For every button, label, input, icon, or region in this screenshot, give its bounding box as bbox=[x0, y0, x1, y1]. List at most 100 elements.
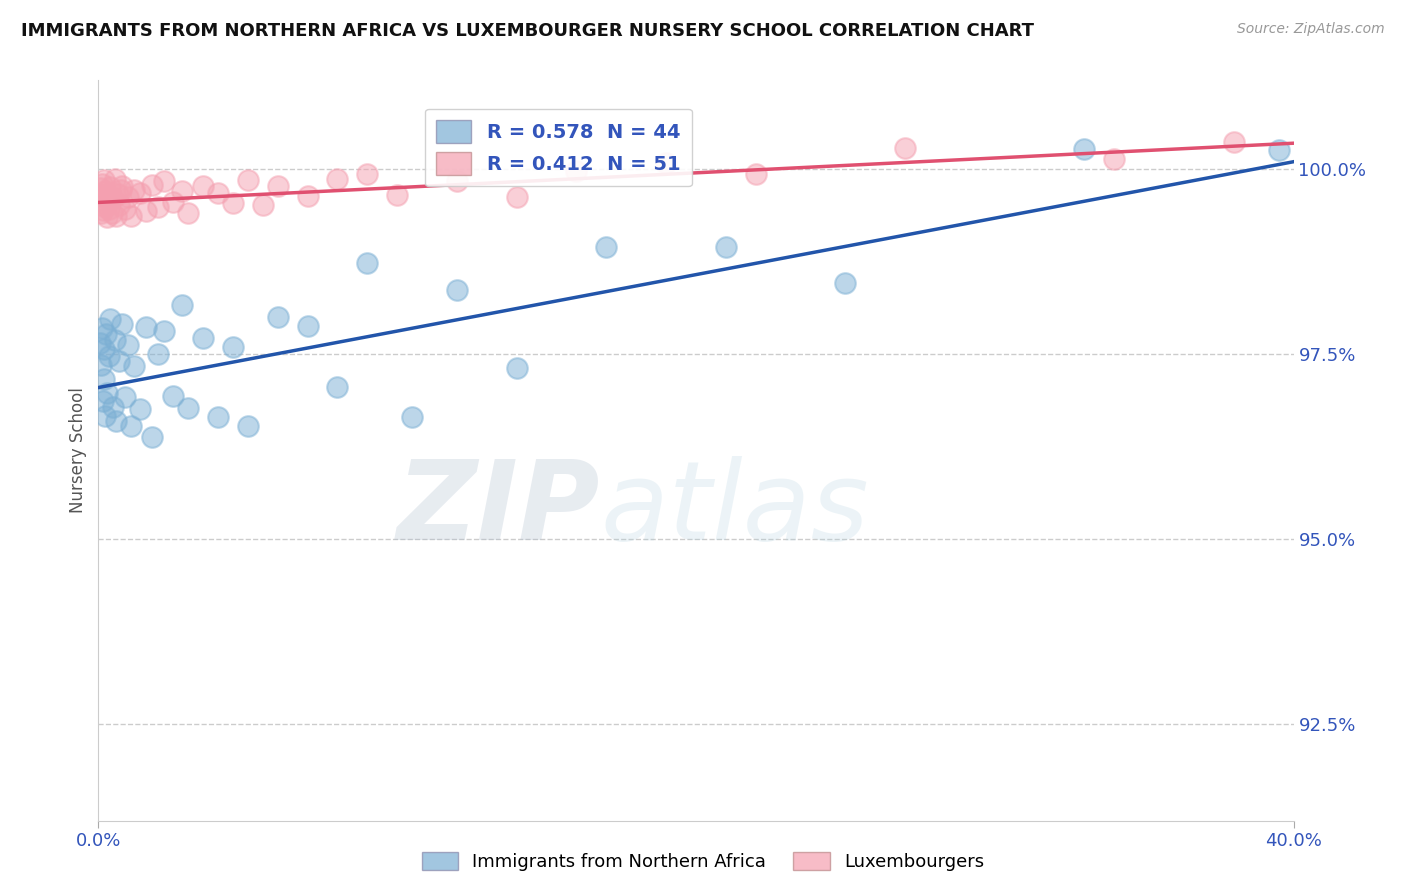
Point bbox=[1073, 143, 1095, 157]
Point bbox=[356, 167, 378, 181]
Point bbox=[117, 190, 139, 204]
Legend: Immigrants from Northern Africa, Luxembourgers: Immigrants from Northern Africa, Luxembo… bbox=[415, 845, 991, 879]
Point bbox=[120, 418, 142, 433]
Point bbox=[103, 400, 125, 414]
Point bbox=[894, 141, 917, 155]
Point bbox=[446, 283, 468, 297]
Point bbox=[1104, 153, 1126, 167]
Point bbox=[506, 189, 529, 203]
Point bbox=[105, 210, 128, 224]
Point bbox=[93, 173, 115, 187]
Point bbox=[1223, 136, 1246, 150]
Point bbox=[97, 349, 120, 363]
Point bbox=[110, 183, 132, 197]
Point bbox=[745, 167, 768, 181]
Point bbox=[356, 255, 378, 269]
Point bbox=[401, 410, 423, 425]
Point bbox=[93, 199, 115, 213]
Point bbox=[89, 335, 111, 350]
Point bbox=[177, 206, 200, 220]
Point bbox=[96, 386, 118, 401]
Point bbox=[94, 409, 117, 423]
Point bbox=[93, 372, 115, 386]
Text: IMMIGRANTS FROM NORTHERN AFRICA VS LUXEMBOURGER NURSERY SCHOOL CORRELATION CHART: IMMIGRANTS FROM NORTHERN AFRICA VS LUXEM… bbox=[21, 22, 1033, 40]
Legend: R = 0.578  N = 44, R = 0.412  N = 51: R = 0.578 N = 44, R = 0.412 N = 51 bbox=[425, 109, 692, 186]
Point bbox=[89, 180, 111, 194]
Point bbox=[105, 414, 128, 428]
Point bbox=[595, 240, 617, 254]
Point bbox=[104, 333, 127, 347]
Point bbox=[207, 186, 229, 200]
Point bbox=[117, 338, 139, 352]
Point bbox=[107, 187, 129, 202]
Point bbox=[834, 277, 856, 291]
Point bbox=[267, 179, 290, 194]
Point bbox=[97, 202, 120, 217]
Point bbox=[98, 311, 122, 326]
Point bbox=[108, 198, 131, 212]
Point bbox=[129, 186, 152, 200]
Point bbox=[96, 210, 118, 224]
Point bbox=[91, 394, 114, 409]
Point bbox=[236, 173, 259, 187]
Point bbox=[104, 172, 127, 186]
Point bbox=[222, 340, 245, 354]
Point bbox=[94, 327, 117, 342]
Point bbox=[326, 172, 349, 186]
Point bbox=[191, 179, 214, 194]
Point bbox=[91, 202, 114, 217]
Point bbox=[446, 174, 468, 188]
Point bbox=[94, 184, 117, 198]
Point bbox=[120, 209, 142, 223]
Point bbox=[94, 191, 117, 205]
Point bbox=[162, 389, 184, 403]
Y-axis label: Nursery School: Nursery School bbox=[69, 387, 87, 514]
Point bbox=[236, 419, 259, 434]
Point bbox=[98, 180, 122, 194]
Point bbox=[141, 429, 163, 443]
Point bbox=[655, 156, 678, 170]
Point bbox=[114, 390, 136, 404]
Point bbox=[148, 200, 170, 214]
Text: ZIP: ZIP bbox=[396, 456, 600, 563]
Text: Source: ZipAtlas.com: Source: ZipAtlas.com bbox=[1237, 22, 1385, 37]
Point bbox=[96, 187, 118, 202]
Point bbox=[129, 402, 152, 417]
Point bbox=[177, 401, 200, 415]
Point bbox=[506, 360, 529, 375]
Point bbox=[326, 380, 349, 394]
Point bbox=[148, 347, 170, 361]
Point bbox=[207, 409, 229, 424]
Point bbox=[222, 196, 245, 211]
Point bbox=[153, 174, 176, 188]
Text: atlas: atlas bbox=[600, 456, 869, 563]
Point bbox=[191, 331, 214, 345]
Point bbox=[114, 202, 136, 216]
Point bbox=[124, 183, 146, 197]
Point bbox=[90, 187, 112, 202]
Point bbox=[93, 343, 115, 357]
Point bbox=[153, 324, 176, 338]
Point bbox=[90, 358, 112, 372]
Point bbox=[297, 188, 319, 202]
Point bbox=[101, 206, 124, 220]
Point bbox=[103, 191, 125, 205]
Point bbox=[385, 188, 409, 202]
Point bbox=[714, 240, 737, 254]
Point bbox=[135, 204, 157, 219]
Point bbox=[172, 298, 194, 312]
Point bbox=[124, 359, 146, 373]
Point bbox=[111, 317, 134, 331]
Point bbox=[108, 354, 131, 368]
Point bbox=[252, 198, 274, 212]
Point bbox=[141, 178, 163, 192]
Point bbox=[111, 179, 134, 194]
Point bbox=[172, 184, 194, 198]
Point bbox=[91, 320, 114, 334]
Point bbox=[1267, 143, 1289, 157]
Point bbox=[162, 195, 184, 210]
Point bbox=[267, 310, 290, 324]
Point bbox=[91, 177, 114, 191]
Point bbox=[565, 164, 588, 178]
Point bbox=[90, 206, 112, 220]
